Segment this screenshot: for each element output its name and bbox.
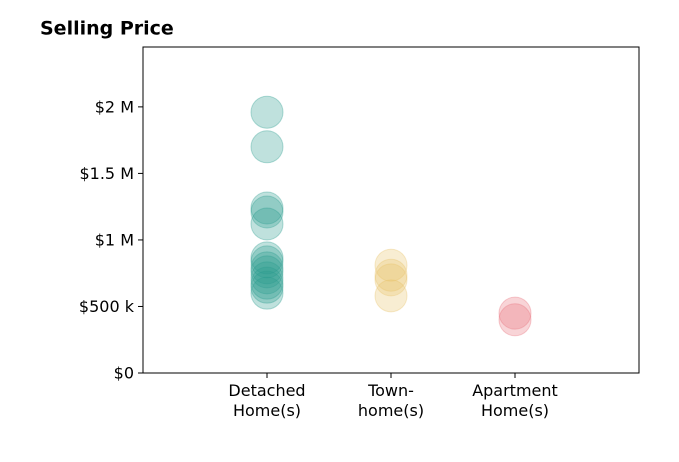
plot-frame: [142, 46, 640, 374]
point: [250, 251, 284, 285]
x-tick-label-box: Detached Home(s): [228, 381, 306, 420]
x-tick-label: Apartment Home(s): [472, 381, 558, 420]
point: [250, 245, 284, 279]
y-tick-label: $1.5 M: [79, 164, 134, 183]
y-tick-label: $1 M: [95, 230, 134, 249]
point: [250, 191, 284, 225]
point: [250, 95, 284, 129]
y-tick-label: $500 k: [79, 297, 135, 316]
point: [250, 255, 284, 289]
x-tick-label: Town- home(s): [357, 381, 425, 420]
point: [250, 266, 284, 300]
point: [250, 207, 284, 241]
point: [250, 130, 284, 164]
point: [374, 248, 408, 282]
chart-title: Selling Price: [40, 18, 174, 40]
point: [250, 261, 284, 295]
point: [374, 263, 408, 297]
point: [498, 303, 532, 337]
x-tick-label: Detached Home(s): [228, 381, 306, 420]
point: [498, 296, 532, 330]
point: [250, 195, 284, 229]
point: [374, 279, 408, 313]
point: [250, 241, 284, 275]
point: [250, 276, 284, 310]
point: [250, 270, 284, 304]
x-tick-label-box: Town- home(s): [357, 381, 425, 420]
point: [374, 258, 408, 292]
x-tick-label-box: Apartment Home(s): [472, 381, 558, 420]
y-tick-label: $0: [114, 364, 134, 383]
y-tick-label: $2 M: [95, 97, 134, 116]
